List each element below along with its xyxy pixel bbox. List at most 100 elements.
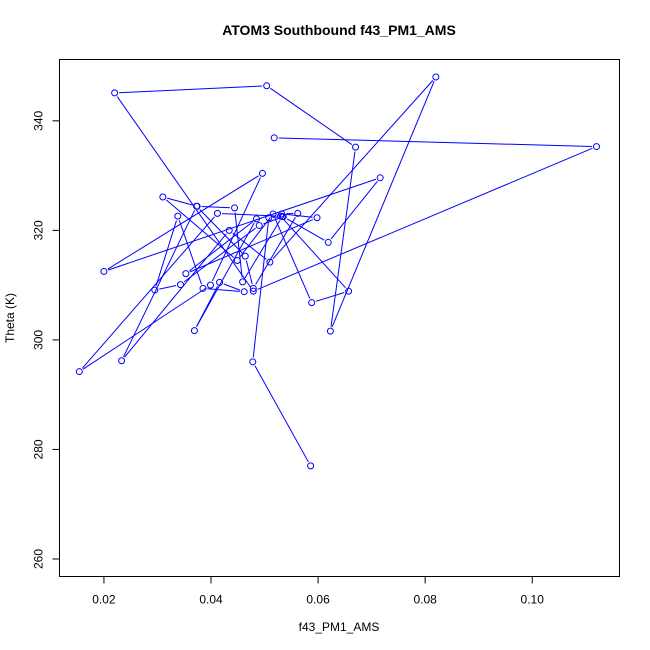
data-point xyxy=(313,214,321,222)
series-segment xyxy=(239,217,271,258)
y-tick-label: 300 xyxy=(32,330,46,350)
series-lines xyxy=(81,80,593,463)
x-axis-label: f43_PM1_AMS xyxy=(299,620,380,634)
data-point xyxy=(233,256,241,264)
data-point xyxy=(265,214,273,222)
data-point xyxy=(182,270,190,278)
series-segment xyxy=(201,205,231,209)
series-segment xyxy=(234,212,243,278)
series-points xyxy=(75,73,600,470)
series-segment xyxy=(330,180,378,240)
data-point xyxy=(278,210,286,218)
data-point xyxy=(159,193,167,201)
data-point xyxy=(206,281,214,289)
x-tick-label: 0.02 xyxy=(92,593,116,607)
data-point xyxy=(324,238,332,246)
x-tick-label: 0.08 xyxy=(413,593,437,607)
series-segment xyxy=(124,233,227,358)
data-point xyxy=(151,286,159,294)
data-point xyxy=(239,278,247,286)
data-point xyxy=(345,287,353,295)
data-point xyxy=(326,327,334,335)
series-segment xyxy=(263,217,280,225)
data-point xyxy=(240,288,248,296)
data-point xyxy=(263,82,271,90)
series-segment xyxy=(270,87,353,145)
y-axis-label: Theta (K) xyxy=(3,293,17,343)
series-segment xyxy=(116,96,252,288)
data-point xyxy=(270,134,278,142)
data-point xyxy=(225,226,233,234)
series-segment xyxy=(274,217,311,299)
series-segment xyxy=(196,222,255,327)
series-segment xyxy=(331,80,435,328)
data-point xyxy=(193,202,201,210)
plot-frame xyxy=(59,59,620,577)
series-segment xyxy=(189,221,254,272)
data-point xyxy=(253,215,261,223)
series-segment xyxy=(183,227,256,283)
data-point xyxy=(216,278,224,286)
series-segment xyxy=(167,197,193,206)
data-point xyxy=(176,281,184,289)
data-point xyxy=(100,267,108,275)
series-segment xyxy=(82,287,207,370)
data-point xyxy=(199,284,207,292)
series-segment xyxy=(211,177,261,282)
data-point xyxy=(255,221,263,229)
data-point xyxy=(266,258,274,266)
series-segment xyxy=(283,219,346,289)
y-tick-label: 320 xyxy=(32,220,46,240)
series-segment xyxy=(232,232,267,260)
x-axis: 0.02 0.04 0.06 0.08 0.10 xyxy=(92,576,545,607)
series-segment xyxy=(155,220,177,286)
series-segment xyxy=(254,365,309,463)
data-point xyxy=(352,143,360,151)
data-point xyxy=(592,143,600,151)
data-point xyxy=(213,209,221,217)
data-point xyxy=(432,73,440,81)
y-axis: 260 280 300 320 340 xyxy=(32,111,60,569)
series-segment xyxy=(244,220,281,279)
data-point xyxy=(258,169,266,177)
chart-title: ATOM3 Southbound f43_PM1_AMS xyxy=(222,22,456,38)
y-tick-label: 260 xyxy=(32,549,46,569)
data-point xyxy=(190,327,198,335)
series-segment xyxy=(330,151,356,327)
series-segment xyxy=(245,260,253,285)
data-point xyxy=(307,462,315,470)
series-segment xyxy=(189,219,314,273)
y-tick-label: 340 xyxy=(32,111,46,131)
series-segment xyxy=(81,216,215,369)
series-segment xyxy=(123,210,196,357)
data-point xyxy=(269,210,277,218)
data-point xyxy=(249,287,257,295)
data-point xyxy=(174,212,182,220)
series-segment xyxy=(178,220,202,285)
data-point xyxy=(241,252,249,260)
x-tick-label: 0.06 xyxy=(306,593,330,607)
series-segment xyxy=(278,137,592,147)
series-segment xyxy=(255,217,296,285)
data-point xyxy=(249,358,257,366)
series-segment xyxy=(199,209,243,254)
data-point xyxy=(294,209,302,217)
series-segment xyxy=(223,283,241,291)
series-segment xyxy=(315,292,345,302)
series-segment xyxy=(119,85,263,94)
data-point xyxy=(111,89,119,97)
series-segment xyxy=(107,175,259,270)
series-segment xyxy=(252,222,269,358)
data-point xyxy=(75,368,83,376)
series-segment xyxy=(257,147,593,290)
data-point xyxy=(308,299,316,307)
data-point xyxy=(231,204,239,212)
y-tick-label: 280 xyxy=(32,439,46,459)
x-tick-label: 0.10 xyxy=(521,593,545,607)
series-segment xyxy=(207,288,240,292)
x-tick-label: 0.04 xyxy=(199,593,223,607)
series-segment xyxy=(286,218,325,241)
data-point xyxy=(249,284,257,292)
